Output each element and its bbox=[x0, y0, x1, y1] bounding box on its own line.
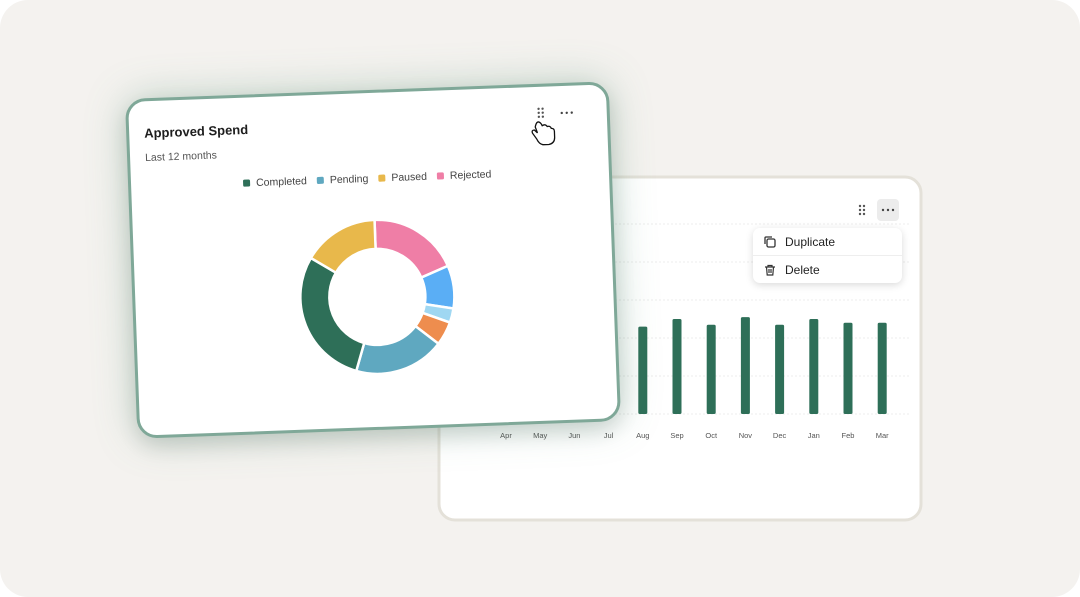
legend-label: Pending bbox=[330, 173, 369, 186]
x-tick-label: Oct bbox=[705, 431, 718, 440]
legend-label: Rejected bbox=[450, 168, 492, 182]
x-tick-label: Feb bbox=[842, 431, 855, 440]
more-icon[interactable] bbox=[560, 111, 573, 115]
legend-label: Paused bbox=[391, 171, 427, 184]
chart-title: Approved Spend bbox=[144, 122, 249, 141]
drag-handle[interactable] bbox=[858, 204, 866, 216]
donut-card: Approved Spend Last 12 months Completed P… bbox=[124, 81, 622, 439]
bar bbox=[638, 326, 648, 414]
drag-handle[interactable] bbox=[537, 107, 545, 119]
donut-chart: Approved Spend Last 12 months Completed P… bbox=[144, 107, 573, 376]
bar bbox=[809, 319, 819, 414]
legend-swatch bbox=[316, 176, 324, 184]
x-tick-label: Aug bbox=[636, 431, 649, 440]
x-tick-label: Nov bbox=[739, 431, 753, 440]
bar bbox=[775, 324, 785, 414]
chart-subtitle: Last 12 months bbox=[145, 149, 217, 164]
legend-swatch bbox=[436, 172, 444, 180]
more-icon bbox=[881, 208, 895, 212]
trash-icon bbox=[765, 264, 775, 276]
x-tick-label: Dec bbox=[773, 431, 787, 440]
bar bbox=[740, 317, 750, 414]
x-tick-label: Sep bbox=[670, 431, 683, 440]
menu-item[interactable]: Delete bbox=[753, 255, 902, 283]
x-tick-label: Apr bbox=[500, 431, 512, 440]
legend-label: Completed bbox=[256, 175, 307, 189]
cursor-icon bbox=[531, 121, 556, 146]
context-menu: Duplicate Delete bbox=[753, 228, 902, 283]
x-tick-label: May bbox=[533, 431, 547, 440]
legend-swatch bbox=[378, 174, 386, 182]
bar bbox=[877, 322, 887, 414]
donut-segment bbox=[309, 218, 377, 275]
bar bbox=[843, 322, 853, 414]
menu-label: Delete bbox=[785, 262, 820, 277]
copy-icon bbox=[764, 235, 776, 248]
x-tick-label: Mar bbox=[876, 431, 889, 440]
x-tick-label: Jun bbox=[568, 431, 580, 440]
donut-segment bbox=[299, 256, 366, 373]
x-tick-label: Jan bbox=[808, 431, 820, 440]
legend-swatch bbox=[243, 179, 251, 187]
menu-item[interactable]: Duplicate bbox=[753, 228, 902, 255]
bar bbox=[672, 319, 682, 414]
menu-label: Duplicate bbox=[785, 234, 836, 249]
bar bbox=[706, 324, 716, 414]
x-tick-label: Jul bbox=[604, 431, 614, 440]
